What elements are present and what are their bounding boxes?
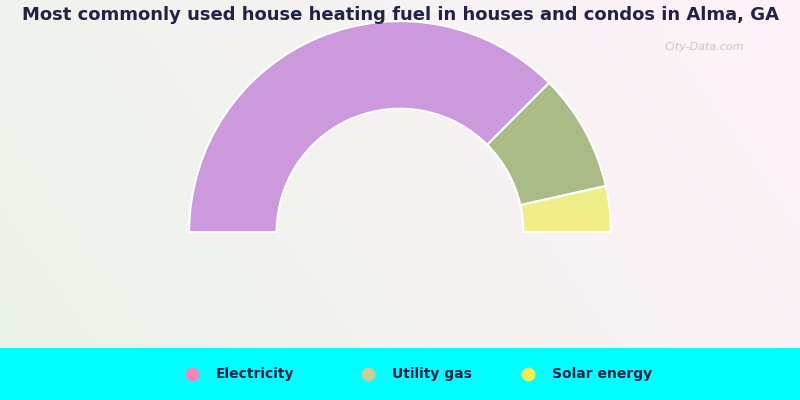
Text: Utility gas: Utility gas [392, 367, 472, 381]
Text: City-Data.com: City-Data.com [664, 42, 744, 52]
Wedge shape [487, 83, 606, 205]
Text: Most commonly used house heating fuel in houses and condos in Alma, GA: Most commonly used house heating fuel in… [22, 6, 778, 24]
Wedge shape [520, 186, 611, 232]
Text: Electricity: Electricity [216, 367, 294, 381]
Text: Solar energy: Solar energy [552, 367, 652, 381]
Wedge shape [189, 21, 549, 232]
